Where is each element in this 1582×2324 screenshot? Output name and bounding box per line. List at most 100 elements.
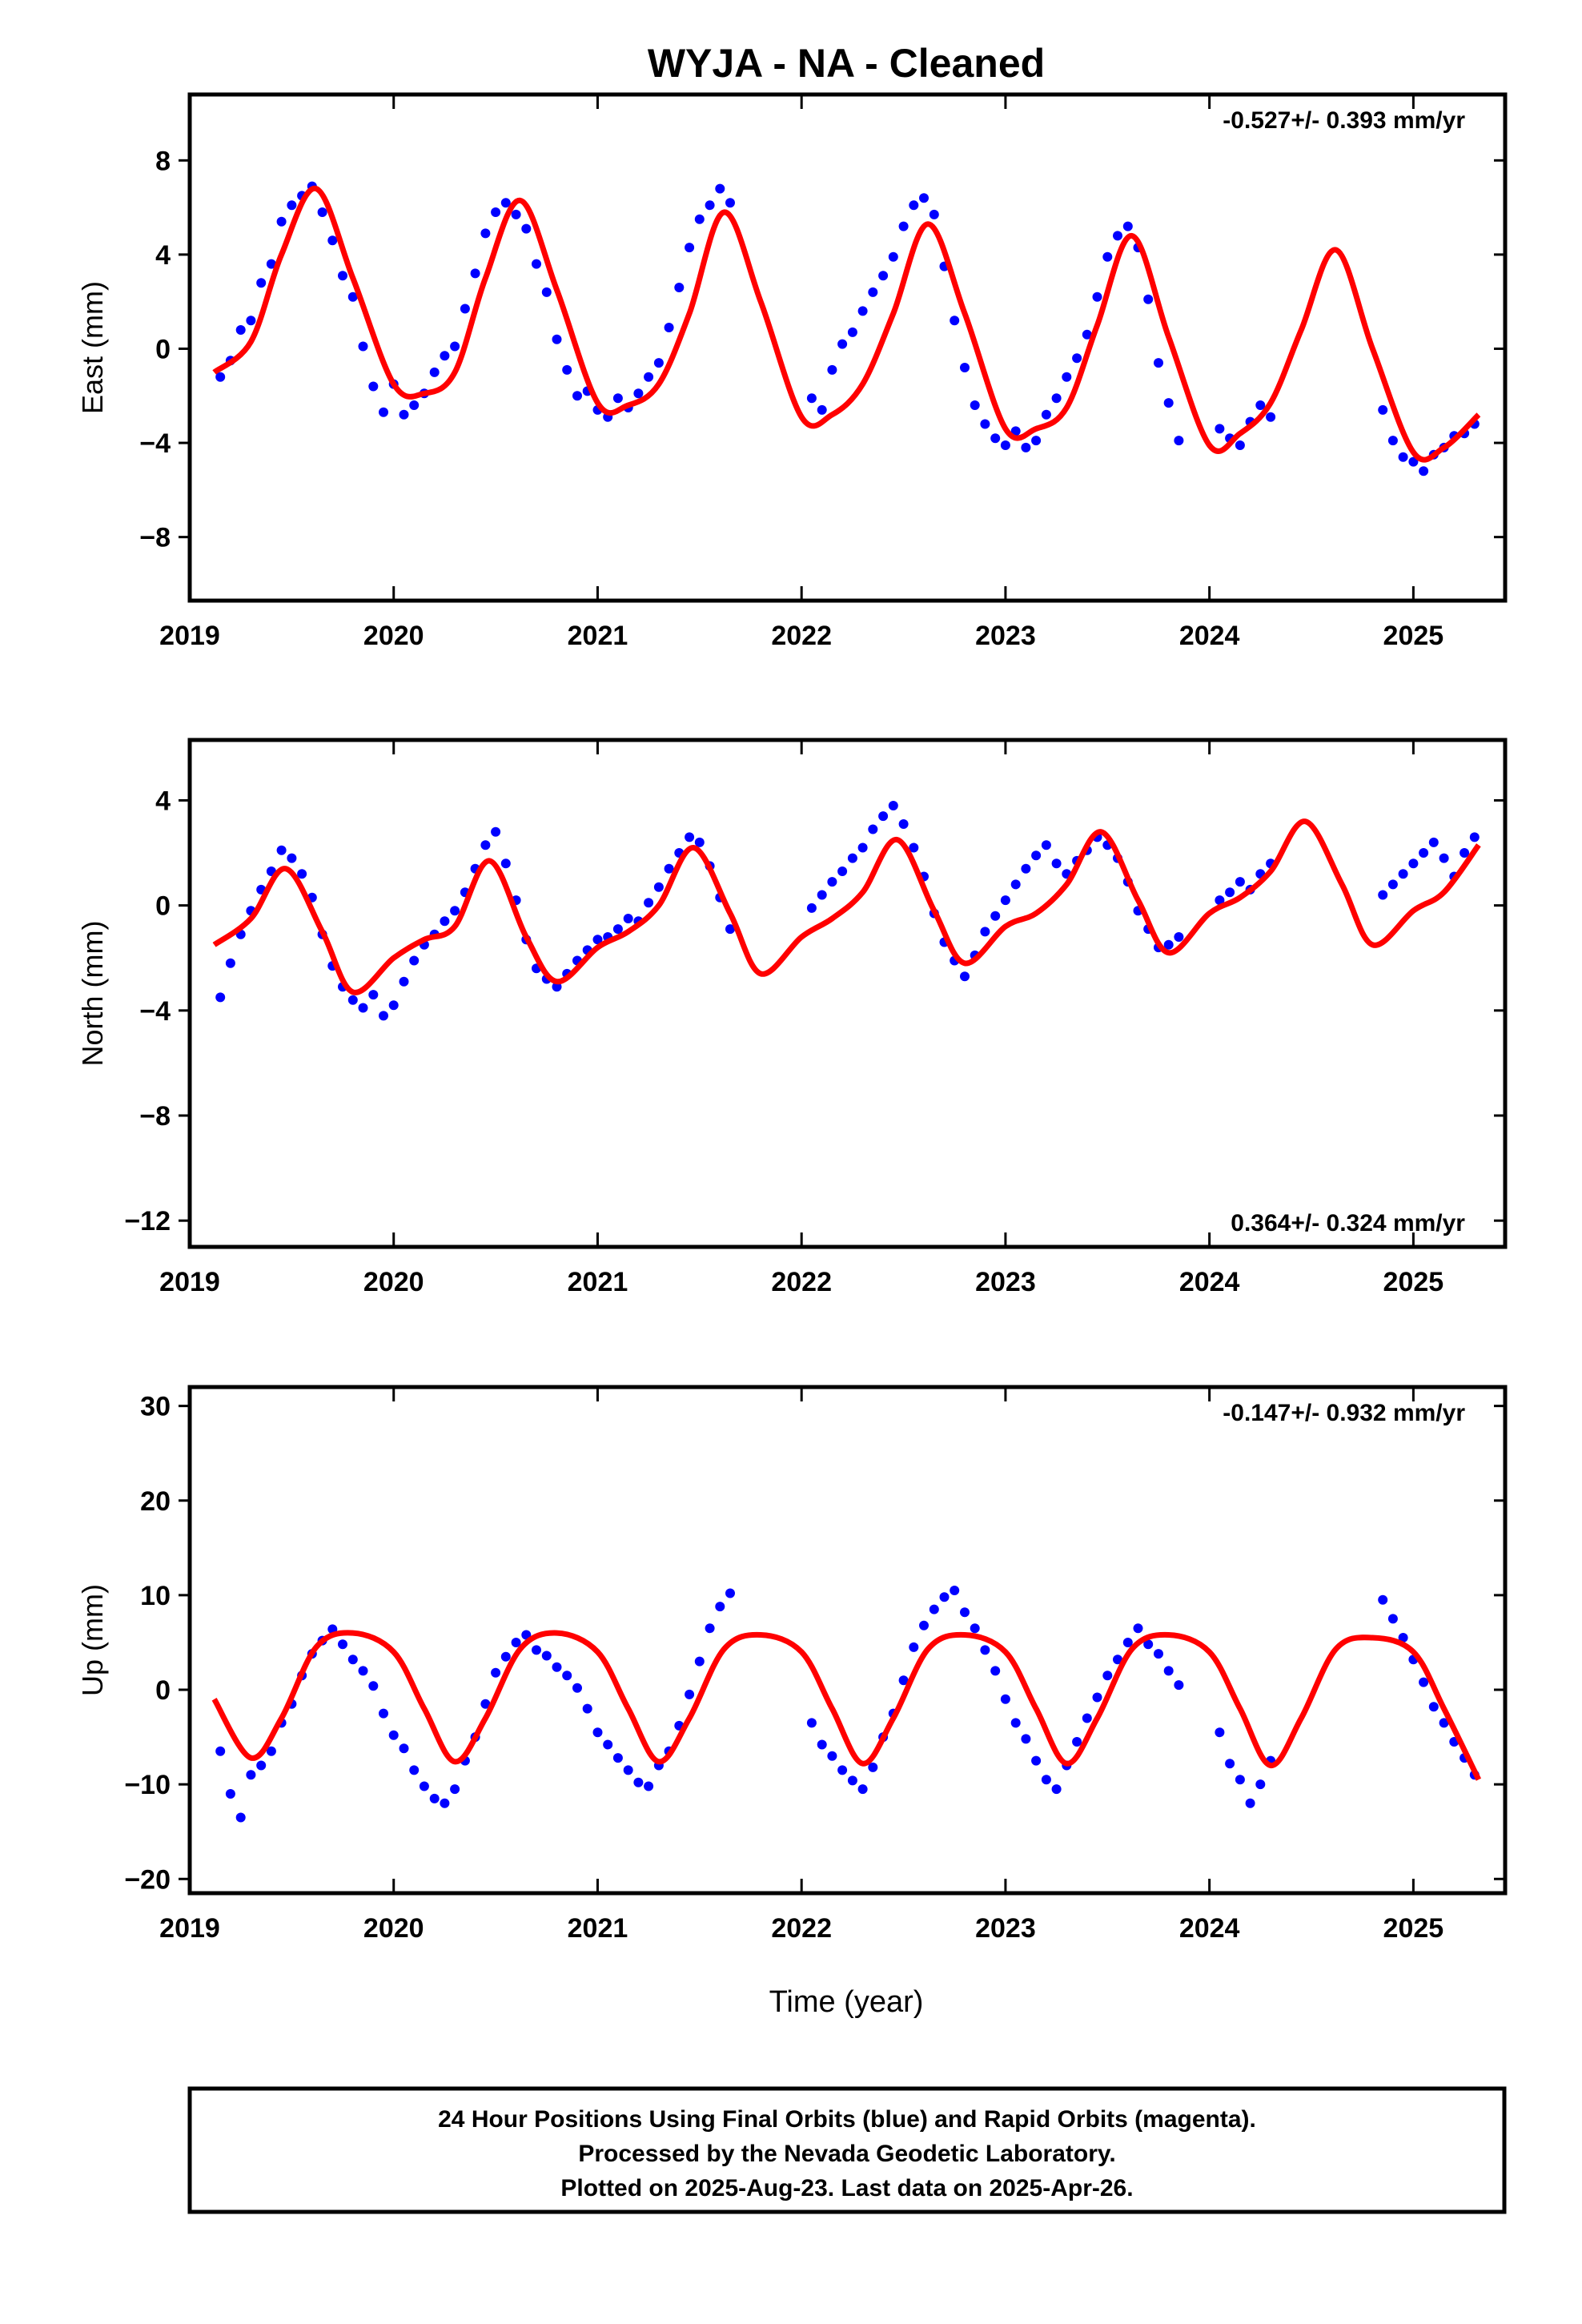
x-tick-label: 2019 (159, 621, 220, 651)
x-tick-label: 2021 (568, 1913, 628, 1944)
data-point (868, 824, 878, 834)
data-point (327, 235, 338, 246)
data-point (878, 811, 889, 822)
data-point (1235, 877, 1245, 887)
x-tick-label: 2021 (568, 1267, 628, 1297)
data-point (685, 1689, 695, 1699)
x-tick-label: 2021 (568, 621, 628, 651)
y-tick-label: 20 (140, 1486, 171, 1517)
x-tick-label: 2025 (1383, 1913, 1444, 1944)
data-point (837, 1765, 848, 1775)
data-point (379, 1011, 388, 1021)
data-point (857, 1784, 868, 1795)
data-point (694, 837, 705, 847)
x-tick-label: 2024 (1179, 1913, 1240, 1944)
y-tick-label: −8 (139, 1101, 171, 1132)
data-point (541, 287, 552, 297)
data-point (898, 1675, 909, 1686)
data-point (480, 228, 491, 239)
data-point (1000, 895, 1010, 906)
y-tick-label: 0 (155, 891, 171, 922)
data-point (562, 364, 572, 375)
data-point (970, 1623, 980, 1634)
data-point (612, 393, 623, 404)
data-point (1122, 221, 1133, 231)
data-point (664, 863, 674, 874)
data-point (1398, 1633, 1408, 1642)
y-tick-label: 0 (155, 1675, 171, 1706)
rate-annotation: -0.147+/- 0.932 mm/yr (1223, 1400, 1465, 1426)
data-point (1031, 436, 1042, 446)
panel-1: 2019 2020 2021 2022 2023 2024 2025 −8 −4 0 4 8 East … (76, 92, 1508, 651)
data-point (898, 221, 909, 231)
data-point (612, 1753, 623, 1763)
data-point (399, 976, 409, 987)
data-point (480, 1699, 491, 1709)
data-point (592, 1727, 603, 1738)
data-point (1154, 1649, 1163, 1659)
data-point (715, 183, 725, 194)
data-point (1122, 1638, 1133, 1647)
data-point (1408, 858, 1419, 869)
data-point (276, 845, 287, 855)
data-point (246, 1770, 256, 1780)
x-tick-label: 2023 (975, 1267, 1036, 1297)
data-point (582, 1703, 592, 1714)
data-point (1041, 409, 1051, 420)
x-tick-label: 2020 (363, 1267, 424, 1297)
data-point (1245, 1798, 1255, 1808)
data-point (960, 363, 970, 372)
data-point (1398, 452, 1408, 462)
data-point (450, 341, 460, 352)
data-point (500, 1651, 511, 1662)
x-tick-label: 2025 (1383, 1267, 1444, 1297)
data-point (1255, 1779, 1266, 1790)
data-point (1143, 294, 1154, 304)
data-point (347, 995, 358, 1005)
data-point (429, 1793, 440, 1803)
data-point (552, 334, 562, 344)
data-point (1082, 1713, 1092, 1723)
data-point (338, 1639, 347, 1650)
data-point (1000, 1694, 1010, 1704)
figure-title: WYJA - NA - Cleaned (648, 41, 1045, 86)
data-point (1174, 1680, 1184, 1691)
data-point (450, 1784, 460, 1795)
data-point (225, 1789, 235, 1799)
data-point (368, 381, 379, 392)
data-point (888, 801, 898, 810)
data-point (491, 1667, 501, 1678)
data-point (1266, 412, 1276, 422)
data-point (694, 214, 705, 224)
data-point (1051, 858, 1062, 869)
footer-box (187, 2086, 1507, 2214)
data-point (440, 1798, 450, 1808)
data-point (817, 404, 827, 415)
data-point (399, 409, 409, 420)
data-point (399, 1743, 409, 1754)
data-point (572, 1683, 582, 1693)
data-point (1255, 400, 1266, 410)
data-point (1143, 1639, 1154, 1650)
data-point (1387, 436, 1398, 446)
data-point (500, 198, 511, 208)
data-point (990, 433, 1001, 444)
model-fit-line (212, 186, 1481, 463)
data-point (715, 1602, 725, 1612)
data-point (388, 1730, 399, 1740)
plot-frame (187, 1385, 1508, 1896)
data-point (1469, 832, 1480, 842)
data-point (1072, 1737, 1082, 1747)
data-point (358, 341, 368, 352)
data-point (440, 916, 450, 927)
data-point (939, 1592, 950, 1602)
data-point (409, 955, 420, 966)
data-point (338, 271, 347, 281)
data-point (1113, 1655, 1122, 1665)
data-point (664, 323, 674, 332)
data-point (1010, 1718, 1021, 1728)
data-point (1021, 1734, 1031, 1744)
data-point (878, 271, 889, 281)
data-point (409, 1765, 420, 1775)
data-point (1419, 848, 1429, 858)
